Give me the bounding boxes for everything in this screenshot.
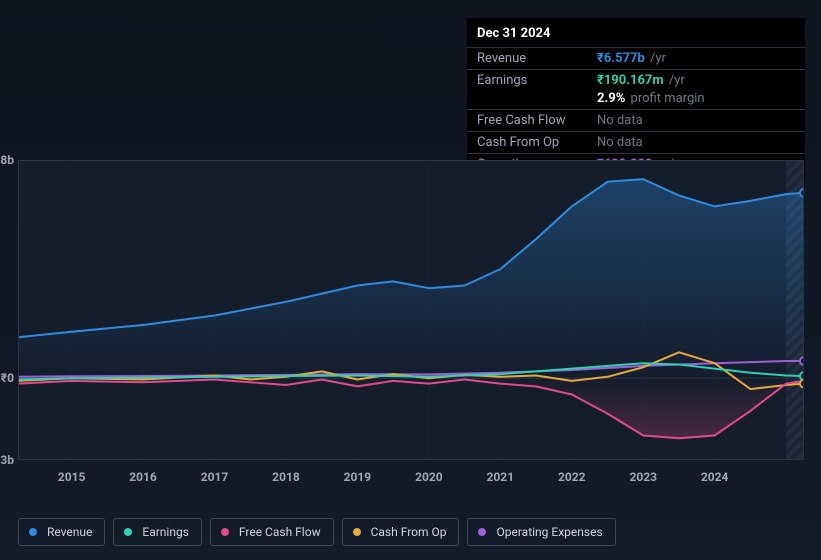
x-tick-label: 2016	[129, 470, 157, 484]
y-tick-label: ₹8b	[0, 153, 14, 167]
tooltip-row-value: No data	[587, 110, 805, 132]
tooltip-row-label: Revenue	[467, 48, 587, 70]
x-tick-label: 2021	[487, 470, 515, 484]
legend-revenue[interactable]: Revenue	[18, 518, 105, 546]
x-tick-label: 2022	[558, 470, 586, 484]
tooltip-row-value: No data	[587, 132, 805, 154]
x-tick-label: 2019	[344, 470, 372, 484]
legend-label: Revenue	[47, 525, 92, 539]
tooltip-row-cfo: Cash From OpNo data	[467, 132, 805, 154]
tooltip-subrow-earnings: 2.9% profit margin	[467, 91, 805, 110]
legend-label: Free Cash Flow	[239, 525, 321, 539]
x-tick-label: 2024	[701, 470, 729, 484]
x-axis: 2015 2016 2017 2018 2019 2020 2021 2022 2023 2024	[18, 464, 804, 484]
legend-dot-icon	[124, 528, 132, 536]
tooltip-row-value: ₹6.577b /yr	[587, 48, 805, 70]
x-tick-label: 2017	[201, 470, 229, 484]
legend-cfo[interactable]: Cash From Op	[342, 518, 460, 546]
legend-earnings[interactable]: Earnings	[113, 518, 202, 546]
chart-plot[interactable]	[18, 160, 804, 460]
tooltip-date: Dec 31 2024	[467, 22, 805, 47]
y-tick-label: ₹0	[1, 371, 14, 385]
tooltip-row-earnings: Earnings₹190.167m /yr	[467, 70, 805, 92]
legend-dot-icon	[478, 528, 486, 536]
tooltip-row-fcf: Free Cash FlowNo data	[467, 110, 805, 132]
legend-opex[interactable]: Operating Expenses	[467, 518, 615, 546]
legend-fcf[interactable]: Free Cash Flow	[210, 518, 334, 546]
tooltip-row-label: Free Cash Flow	[467, 110, 587, 132]
legend-dot-icon	[353, 528, 361, 536]
legend-dot-icon	[221, 528, 229, 536]
x-tick-label: 2023	[629, 470, 657, 484]
chart-legend: Revenue Earnings Free Cash Flow Cash From O…	[18, 518, 616, 546]
x-tick-label: 2018	[272, 470, 300, 484]
financials-chart: ₹8b₹0-₹3b 201520162017201820192020202120…	[18, 160, 804, 476]
y-tick-label: -₹3b	[0, 453, 14, 467]
tooltip-row-revenue: Revenue₹6.577b /yr	[467, 48, 805, 70]
tooltip-row-value: ₹190.167m /yr	[587, 70, 805, 92]
x-tick-label: 2020	[415, 470, 443, 484]
legend-label: Earnings	[142, 525, 189, 539]
x-tick-label: 2015	[58, 470, 86, 484]
legend-label: Operating Expenses	[496, 525, 602, 539]
legend-label: Cash From Op	[371, 525, 447, 539]
tooltip-row-label: Earnings	[467, 70, 587, 92]
tooltip-row-label: Cash From Op	[467, 132, 587, 154]
legend-dot-icon	[29, 528, 37, 536]
